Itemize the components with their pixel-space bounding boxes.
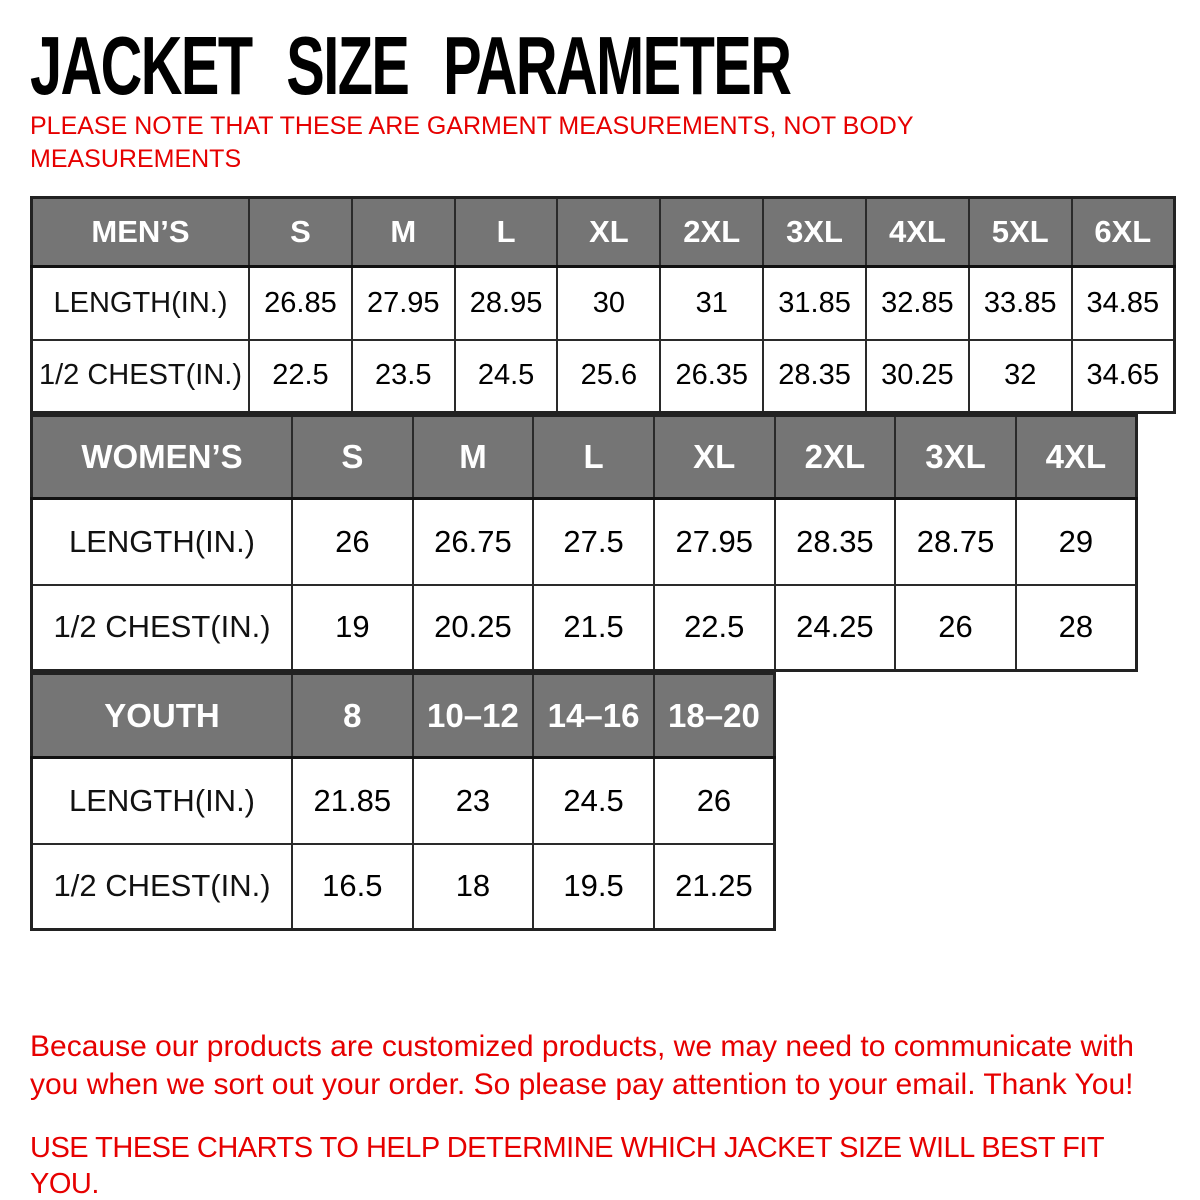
size-value-cell: 28 [1014,583,1138,672]
garment-measurement-note: PLEASE NOTE THAT THESE ARE GARMENT MEASU… [30,112,914,173]
size-column-header: 10–12 [411,672,535,759]
measurement-row: 1/2 CHEST(IN.) 22.5 23.5 24.5 25.6 26.35 28.35… [30,338,1176,414]
size-value-cell: 26.35 [659,338,765,414]
size-value-cell: 24.5 [532,756,655,845]
size-value-cell: 27.95 [350,265,456,341]
size-value-cell: 32 [967,338,1073,414]
size-column-header: 2XL [773,414,897,500]
size-value-cell: 21.85 [291,756,414,845]
chart-usage-hint: USE THESE CHARTS TO HELP DETERMINE WHICH… [30,1132,1104,1200]
size-value-cell: 19.5 [532,842,655,931]
size-table-womens: WOMEN’S S M L XL 2XL 3XL 4XL LENGTH(IN.) 26 26.75 2… [30,414,1138,672]
size-value-cell: 34.65 [1070,338,1176,414]
row-label: 1/2 CHEST(IN.) [30,338,250,414]
size-value-cell: 22.5 [652,583,776,672]
size-column-header: M [411,414,535,500]
size-value-cell: 28.95 [453,265,559,341]
size-value-cell: 25.6 [556,338,662,414]
row-label: LENGTH(IN.) [30,265,250,341]
size-value-cell: 24.25 [773,583,897,672]
size-value-cell: 16.5 [291,842,414,931]
header-row: MEN’S S M L XL 2XL 3XL 4XL 5XL 6XL [30,196,1176,268]
size-value-cell: 23.5 [350,338,456,414]
size-value-cell: 27.95 [652,497,776,586]
size-value-cell: 26 [652,756,776,845]
size-column-header: XL [652,414,776,500]
measurement-row: 1/2 CHEST(IN.) 16.5 18 19.5 21.25 [30,842,776,931]
size-value-cell: 26.85 [248,265,353,341]
size-value-cell: 26.75 [411,497,535,586]
size-value-cell: 31 [659,265,765,341]
row-label: 1/2 CHEST(IN.) [30,583,293,672]
size-value-cell: 22.5 [248,338,353,414]
page-title: JACKET SIZE PARAMETER [30,19,792,113]
size-value-cell: 30.25 [864,338,970,414]
size-value-cell: 19 [291,583,414,672]
size-value-cell: 31.85 [762,265,867,341]
size-value-cell: 21.25 [652,842,776,931]
size-column-header: 2XL [659,196,765,268]
size-value-cell: 26 [894,583,1017,672]
size-value-cell: 28.35 [762,338,867,414]
size-value-cell: 29 [1014,497,1138,586]
size-column-header: L [532,414,655,500]
size-column-header: 5XL [967,196,1073,268]
size-column-header: 18–20 [652,672,776,759]
size-value-cell: 26 [291,497,414,586]
size-column-header: 4XL [1014,414,1138,500]
size-value-cell: 33.85 [967,265,1073,341]
size-value-cell: 28.35 [773,497,897,586]
measurement-row: LENGTH(IN.) 26 26.75 27.5 27.95 28.35 28.75 29 [30,497,1138,586]
header-row: WOMEN’S S M L XL 2XL 3XL 4XL [30,414,1138,500]
size-value-cell: 24.5 [453,338,559,414]
size-column-header: 6XL [1070,196,1176,268]
size-value-cell: 23 [411,756,535,845]
size-column-header: S [291,414,414,500]
size-column-header: 14–16 [532,672,655,759]
customization-notice: Because our products are customized prod… [30,1030,1134,1101]
row-label: 1/2 CHEST(IN.) [30,842,293,931]
header-row: YOUTH 8 10–12 14–16 18–20 [30,672,776,759]
size-value-cell: 27.5 [532,497,655,586]
measurement-row: LENGTH(IN.) 21.85 23 24.5 26 [30,756,776,845]
row-label: LENGTH(IN.) [30,497,293,586]
table-title-cell: MEN’S [30,196,250,268]
size-column-header: M [350,196,456,268]
size-value-cell: 28.75 [894,497,1017,586]
size-tables-container: MEN’S S M L XL 2XL 3XL 4XL 5XL 6XL LENGTH(IN.) 26.8… [0,196,1176,931]
footer-notes: Because our products are customized prod… [30,1028,1175,1200]
size-value-cell: 32.85 [864,265,970,341]
size-column-header: 3XL [894,414,1017,500]
size-value-cell: 30 [556,265,662,341]
table-title-cell: YOUTH [30,672,293,759]
size-value-cell: 21.5 [532,583,655,672]
size-column-header: XL [556,196,662,268]
size-column-header: 8 [291,672,414,759]
size-value-cell: 20.25 [411,583,535,672]
size-value-cell: 34.85 [1070,265,1176,341]
size-column-header: 3XL [762,196,867,268]
size-value-cell: 18 [411,842,535,931]
size-table-youth: YOUTH 8 10–12 14–16 18–20 LENGTH(IN.) 21.85 23 2… [30,672,776,931]
size-column-header: 4XL [864,196,970,268]
table-title-cell: WOMEN’S [30,414,293,500]
size-table-mens: MEN’S S M L XL 2XL 3XL 4XL 5XL 6XL LENGTH(IN.) 26.8… [30,196,1176,414]
row-label: LENGTH(IN.) [30,756,293,845]
measurement-row: LENGTH(IN.) 26.85 27.95 28.95 30 31 31.85 32.85… [30,265,1176,341]
size-column-header: L [453,196,559,268]
measurement-row: 1/2 CHEST(IN.) 19 20.25 21.5 22.5 24.25 26 28 [30,583,1138,672]
size-column-header: S [248,196,353,268]
